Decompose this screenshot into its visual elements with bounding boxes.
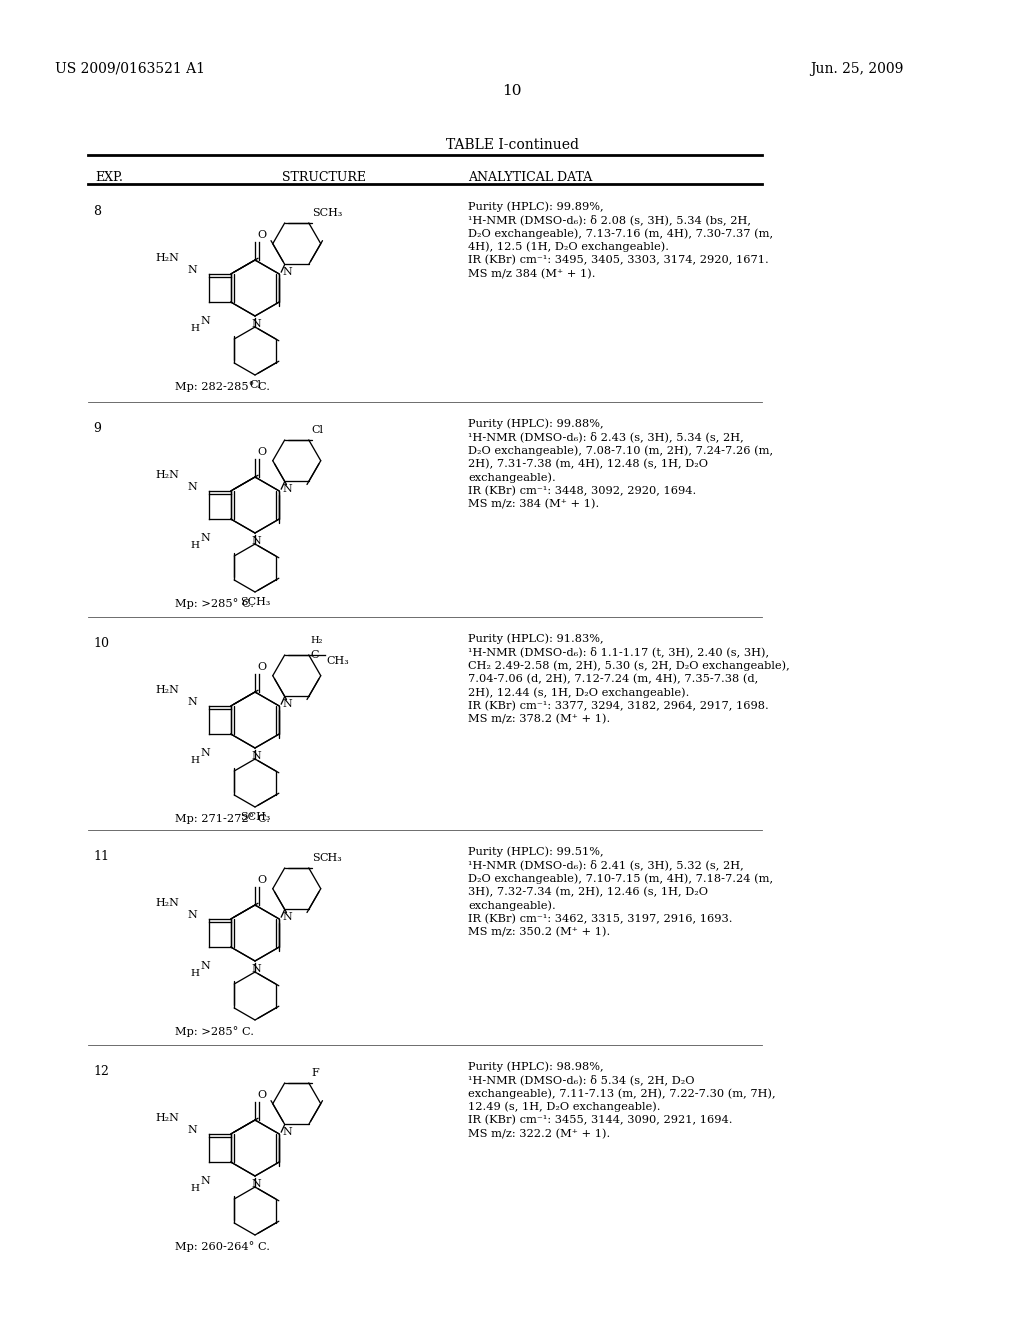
Text: IR (KBr) cm⁻¹: 3455, 3144, 3090, 2921, 1694.: IR (KBr) cm⁻¹: 3455, 3144, 3090, 2921, 1… — [468, 1115, 732, 1126]
Text: O: O — [257, 447, 266, 457]
Text: N: N — [201, 748, 210, 758]
Text: N: N — [251, 1179, 261, 1189]
Text: D₂O exchangeable), 7.13-7.16 (m, 4H), 7.30-7.37 (m,: D₂O exchangeable), 7.13-7.16 (m, 4H), 7.… — [468, 228, 773, 239]
Text: N: N — [201, 1176, 210, 1185]
Text: 12.49 (s, 1H, D₂O exchangeable).: 12.49 (s, 1H, D₂O exchangeable). — [468, 1101, 660, 1111]
Text: N: N — [187, 265, 198, 275]
Text: H: H — [190, 969, 200, 978]
Text: MS m/z: 384 (M⁺ + 1).: MS m/z: 384 (M⁺ + 1). — [468, 499, 599, 510]
Text: CH₂ 2.49-2.58 (m, 2H), 5.30 (s, 2H, D₂O exchangeable),: CH₂ 2.49-2.58 (m, 2H), 5.30 (s, 2H, D₂O … — [468, 660, 790, 671]
Text: H: H — [190, 756, 200, 766]
Text: 7.04-7.06 (d, 2H), 7.12-7.24 (m, 4H), 7.35-7.38 (d,: 7.04-7.06 (d, 2H), 7.12-7.24 (m, 4H), 7.… — [468, 673, 758, 684]
Text: exchangeable).: exchangeable). — [468, 473, 556, 483]
Text: EXP.: EXP. — [95, 172, 123, 183]
Text: MS m/z 384 (M⁺ + 1).: MS m/z 384 (M⁺ + 1). — [468, 268, 596, 279]
Text: CH₃: CH₃ — [319, 853, 342, 863]
Text: N: N — [251, 536, 261, 546]
Text: N: N — [187, 909, 198, 920]
Text: O: O — [257, 230, 266, 240]
Text: 9: 9 — [93, 422, 101, 436]
Text: N: N — [251, 751, 261, 762]
Text: CH₃: CH₃ — [327, 656, 349, 665]
Text: 8: 8 — [93, 205, 101, 218]
Text: 12: 12 — [93, 1065, 109, 1078]
Text: N: N — [283, 700, 292, 709]
Text: N: N — [187, 697, 198, 708]
Text: MS m/z: 350.2 (M⁺ + 1).: MS m/z: 350.2 (M⁺ + 1). — [468, 927, 610, 937]
Text: 2H), 7.31-7.38 (m, 4H), 12.48 (s, 1H, D₂O: 2H), 7.31-7.38 (m, 4H), 12.48 (s, 1H, D₂… — [468, 458, 708, 469]
Text: F: F — [311, 1068, 319, 1078]
Text: 11: 11 — [93, 850, 109, 863]
Text: TABLE I-continued: TABLE I-continued — [445, 139, 579, 152]
Text: N: N — [283, 484, 292, 494]
Text: 10: 10 — [93, 638, 109, 649]
Text: N: N — [283, 267, 292, 277]
Text: D₂O exchangeable), 7.10-7.15 (m, 4H), 7.18-7.24 (m,: D₂O exchangeable), 7.10-7.15 (m, 4H), 7.… — [468, 873, 773, 883]
Text: SCH₃: SCH₃ — [240, 812, 270, 822]
Text: D₂O exchangeable), 7.08-7.10 (m, 2H), 7.24-7.26 (m,: D₂O exchangeable), 7.08-7.10 (m, 2H), 7.… — [468, 445, 773, 455]
Text: ANALYTICAL DATA: ANALYTICAL DATA — [468, 172, 592, 183]
Text: N: N — [201, 961, 210, 972]
Text: 3H), 7.32-7.34 (m, 2H), 12.46 (s, 1H, D₂O: 3H), 7.32-7.34 (m, 2H), 12.46 (s, 1H, D₂… — [468, 887, 708, 896]
Text: O: O — [257, 663, 266, 672]
Text: 4H), 12.5 (1H, D₂O exchangeable).: 4H), 12.5 (1H, D₂O exchangeable). — [468, 242, 669, 252]
Text: Purity (HPLC): 99.89%,: Purity (HPLC): 99.89%, — [468, 201, 603, 211]
Text: Purity (HPLC): 99.88%,: Purity (HPLC): 99.88%, — [468, 418, 603, 429]
Text: 2H), 12.44 (s, 1H, D₂O exchangeable).: 2H), 12.44 (s, 1H, D₂O exchangeable). — [468, 686, 689, 697]
Text: Jun. 25, 2009: Jun. 25, 2009 — [810, 62, 903, 77]
Text: ¹H-NMR (DMSO-d₆): δ 5.34 (s, 2H, D₂O: ¹H-NMR (DMSO-d₆): δ 5.34 (s, 2H, D₂O — [468, 1074, 694, 1085]
Text: ¹H-NMR (DMSO-d₆): δ 1.1-1.17 (t, 3H), 2.40 (s, 3H),: ¹H-NMR (DMSO-d₆): δ 1.1-1.17 (t, 3H), 2.… — [468, 647, 769, 657]
Text: S: S — [311, 853, 319, 863]
Text: N: N — [201, 533, 210, 543]
Text: US 2009/0163521 A1: US 2009/0163521 A1 — [55, 62, 205, 77]
Text: O: O — [257, 875, 266, 884]
Text: Cl: Cl — [249, 380, 261, 389]
Text: Mp: >285° C.: Mp: >285° C. — [175, 1026, 254, 1038]
Text: ¹H-NMR (DMSO-d₆): δ 2.41 (s, 3H), 5.32 (s, 2H,: ¹H-NMR (DMSO-d₆): δ 2.41 (s, 3H), 5.32 (… — [468, 859, 743, 870]
Text: ¹H-NMR (DMSO-d₆): δ 2.08 (s, 3H), 5.34 (bs, 2H,: ¹H-NMR (DMSO-d₆): δ 2.08 (s, 3H), 5.34 (… — [468, 214, 751, 226]
Text: Mp: >285° C.: Mp: >285° C. — [175, 598, 254, 609]
Text: H₂N: H₂N — [156, 685, 179, 696]
Text: N: N — [201, 315, 210, 326]
Text: exchangeable).: exchangeable). — [468, 900, 556, 911]
Text: 10: 10 — [502, 84, 522, 98]
Text: exchangeable), 7.11-7.13 (m, 2H), 7.22-7.30 (m, 7H),: exchangeable), 7.11-7.13 (m, 2H), 7.22-7… — [468, 1088, 775, 1098]
Text: H₂N: H₂N — [156, 253, 179, 263]
Text: IR (KBr) cm⁻¹: 3377, 3294, 3182, 2964, 2917, 1698.: IR (KBr) cm⁻¹: 3377, 3294, 3182, 2964, 2… — [468, 701, 769, 711]
Text: H₂N: H₂N — [156, 898, 179, 908]
Text: N: N — [251, 319, 261, 329]
Text: Purity (HPLC): 98.98%,: Purity (HPLC): 98.98%, — [468, 1061, 603, 1072]
Text: Mp: 271-272° C.: Mp: 271-272° C. — [175, 813, 270, 824]
Text: N: N — [283, 912, 292, 921]
Text: MS m/z: 322.2 (M⁺ + 1).: MS m/z: 322.2 (M⁺ + 1). — [468, 1129, 610, 1139]
Text: SCH₃: SCH₃ — [311, 209, 342, 218]
Text: Purity (HPLC): 91.83%,: Purity (HPLC): 91.83%, — [468, 634, 603, 644]
Text: Purity (HPLC): 99.51%,: Purity (HPLC): 99.51%, — [468, 846, 603, 857]
Text: SCH₃: SCH₃ — [240, 597, 270, 607]
Text: Mp: 260-264° C.: Mp: 260-264° C. — [175, 1241, 270, 1251]
Text: IR (KBr) cm⁻¹: 3448, 3092, 2920, 1694.: IR (KBr) cm⁻¹: 3448, 3092, 2920, 1694. — [468, 486, 696, 496]
Text: IR (KBr) cm⁻¹: 3495, 3405, 3303, 3174, 2920, 1671.: IR (KBr) cm⁻¹: 3495, 3405, 3303, 3174, 2… — [468, 255, 769, 265]
Text: N: N — [251, 964, 261, 974]
Text: C: C — [310, 649, 319, 660]
Text: STRUCTURE: STRUCTURE — [282, 172, 366, 183]
Text: IR (KBr) cm⁻¹: 3462, 3315, 3197, 2916, 1693.: IR (KBr) cm⁻¹: 3462, 3315, 3197, 2916, 1… — [468, 913, 732, 924]
Text: Cl: Cl — [311, 425, 324, 434]
Text: N: N — [283, 1127, 292, 1137]
Text: H₂: H₂ — [310, 636, 324, 645]
Text: O: O — [257, 1090, 266, 1100]
Text: N: N — [187, 482, 198, 492]
Text: ¹H-NMR (DMSO-d₆): δ 2.43 (s, 3H), 5.34 (s, 2H,: ¹H-NMR (DMSO-d₆): δ 2.43 (s, 3H), 5.34 (… — [468, 432, 743, 442]
Text: H: H — [190, 323, 200, 333]
Text: H₂N: H₂N — [156, 1113, 179, 1123]
Text: H: H — [190, 1184, 200, 1193]
Text: H: H — [190, 541, 200, 550]
Text: Mp: 282-285° C.: Mp: 282-285° C. — [175, 381, 270, 392]
Text: MS m/z: 378.2 (M⁺ + 1).: MS m/z: 378.2 (M⁺ + 1). — [468, 714, 610, 725]
Text: N: N — [187, 1125, 198, 1135]
Text: H₂N: H₂N — [156, 470, 179, 480]
